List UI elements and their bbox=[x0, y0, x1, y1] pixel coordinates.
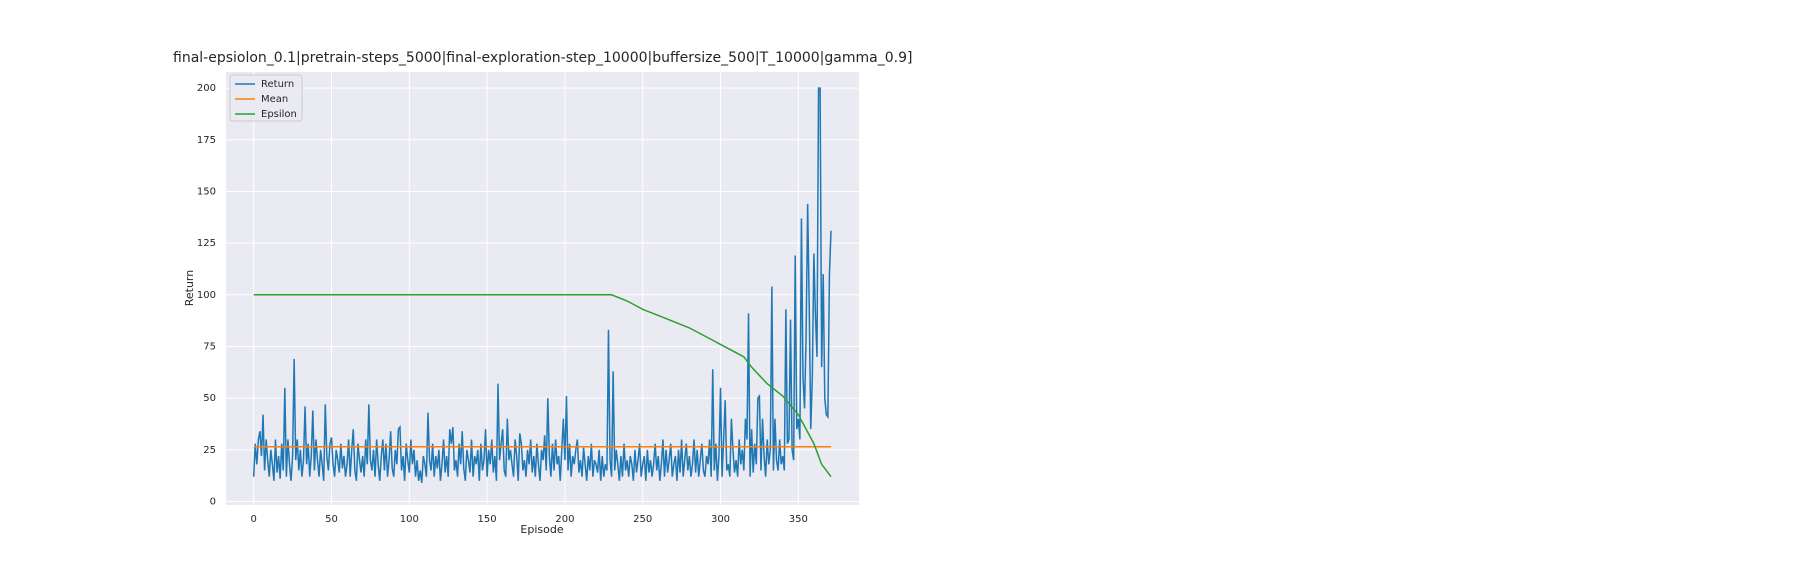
y-tick-label: 50 bbox=[203, 393, 216, 404]
legend-label: Return bbox=[261, 79, 294, 90]
legend-box bbox=[229, 74, 303, 122]
y-tick-label: 175 bbox=[197, 135, 216, 146]
line-series bbox=[253, 294, 832, 478]
x-tick-label: 0 bbox=[251, 514, 257, 525]
x-tick-label: 200 bbox=[555, 514, 574, 525]
y-tick-label: 0 bbox=[210, 496, 216, 507]
y-tick-label: 125 bbox=[197, 238, 216, 249]
y-tick-label: 150 bbox=[197, 186, 216, 197]
x-tick-label: 50 bbox=[325, 514, 338, 525]
x-axis-label: Episode bbox=[520, 523, 563, 536]
line-series bbox=[252, 87, 832, 483]
x-tick-label: 100 bbox=[400, 514, 419, 525]
chart-title: final-epsiolon_0.1|pretrain-steps_5000|f… bbox=[173, 50, 912, 66]
legend-label: Epsilon bbox=[261, 109, 297, 120]
x-tick-label: 300 bbox=[711, 514, 730, 525]
y-axis-label: Return bbox=[183, 270, 196, 307]
x-tick-label: 150 bbox=[478, 514, 497, 525]
y-tick-label: 200 bbox=[197, 83, 216, 94]
legend-label: Mean bbox=[261, 94, 288, 105]
y-tick-label: 25 bbox=[203, 445, 216, 456]
x-tick-label: 250 bbox=[633, 514, 652, 525]
y-tick-label: 100 bbox=[197, 290, 216, 301]
y-tick-label: 75 bbox=[203, 341, 216, 352]
x-tick-label: 350 bbox=[789, 514, 808, 525]
